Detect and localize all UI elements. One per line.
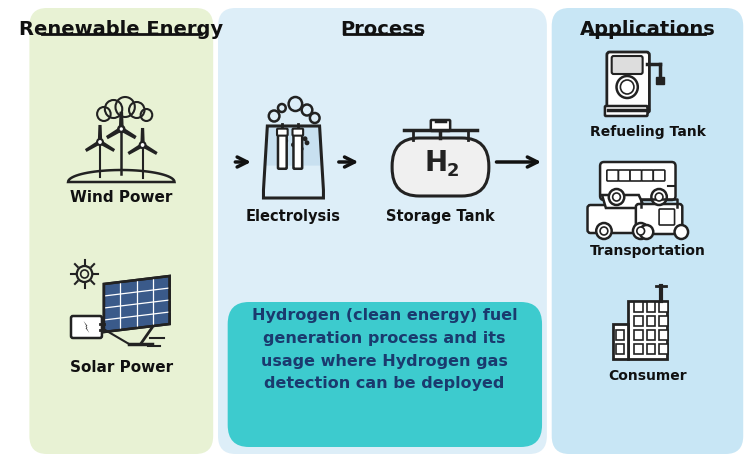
Circle shape [674, 225, 688, 239]
FancyBboxPatch shape [228, 302, 542, 447]
Polygon shape [613, 324, 628, 359]
FancyBboxPatch shape [619, 170, 630, 181]
FancyBboxPatch shape [218, 8, 547, 454]
FancyBboxPatch shape [653, 170, 665, 181]
Polygon shape [628, 301, 667, 359]
Polygon shape [646, 344, 656, 354]
Circle shape [613, 193, 620, 201]
Polygon shape [104, 276, 170, 332]
Polygon shape [646, 316, 656, 326]
Text: Transportation: Transportation [590, 244, 706, 258]
Circle shape [609, 189, 624, 205]
Text: Hydrogen (clean energy) fuel
generation process and its
usage where Hydrogen gas: Hydrogen (clean energy) fuel generation … [251, 308, 518, 391]
Polygon shape [659, 302, 668, 312]
FancyBboxPatch shape [636, 204, 682, 234]
Text: 2: 2 [447, 162, 459, 180]
Polygon shape [634, 330, 643, 340]
FancyBboxPatch shape [430, 120, 450, 131]
Circle shape [600, 227, 608, 235]
Text: Refueling Tank: Refueling Tank [590, 125, 706, 139]
Circle shape [280, 132, 284, 137]
Circle shape [637, 227, 644, 235]
Polygon shape [634, 344, 643, 354]
FancyBboxPatch shape [278, 131, 286, 169]
FancyBboxPatch shape [392, 138, 489, 196]
FancyBboxPatch shape [71, 316, 102, 338]
Polygon shape [634, 302, 643, 312]
Circle shape [297, 130, 302, 135]
Circle shape [656, 193, 663, 201]
Circle shape [298, 146, 304, 151]
Text: Consumer: Consumer [608, 369, 687, 383]
Circle shape [304, 140, 310, 146]
Polygon shape [646, 330, 656, 340]
FancyBboxPatch shape [607, 52, 650, 113]
FancyBboxPatch shape [587, 205, 656, 233]
Circle shape [616, 76, 638, 98]
Text: Electrolysis: Electrolysis [246, 209, 341, 224]
Text: Renewable Energy: Renewable Energy [20, 20, 223, 39]
FancyBboxPatch shape [600, 162, 676, 200]
Polygon shape [265, 126, 322, 165]
Circle shape [596, 223, 612, 239]
Circle shape [284, 138, 288, 143]
FancyBboxPatch shape [292, 128, 303, 136]
Text: H: H [424, 149, 447, 177]
Text: Storage Tank: Storage Tank [386, 209, 495, 224]
Circle shape [278, 144, 282, 149]
Text: Solar Power: Solar Power [70, 360, 172, 375]
Text: Process: Process [340, 20, 425, 39]
FancyBboxPatch shape [293, 131, 302, 169]
Circle shape [140, 142, 146, 148]
Text: Applications: Applications [580, 20, 716, 39]
Polygon shape [83, 321, 89, 333]
FancyBboxPatch shape [607, 170, 619, 181]
Polygon shape [602, 195, 644, 208]
Polygon shape [634, 316, 643, 326]
Polygon shape [646, 302, 656, 312]
FancyBboxPatch shape [659, 209, 674, 225]
Circle shape [118, 126, 124, 132]
FancyBboxPatch shape [29, 8, 213, 454]
FancyBboxPatch shape [612, 56, 643, 74]
FancyBboxPatch shape [642, 170, 653, 181]
Polygon shape [616, 344, 624, 354]
FancyBboxPatch shape [630, 170, 642, 181]
Circle shape [303, 136, 307, 141]
Polygon shape [656, 77, 664, 84]
Circle shape [640, 225, 653, 239]
Circle shape [651, 189, 667, 205]
Polygon shape [616, 330, 624, 340]
FancyBboxPatch shape [277, 128, 288, 136]
Polygon shape [659, 316, 668, 326]
Polygon shape [659, 344, 668, 354]
FancyBboxPatch shape [552, 8, 743, 454]
Polygon shape [659, 330, 668, 340]
FancyBboxPatch shape [605, 106, 647, 116]
Circle shape [97, 139, 103, 145]
Circle shape [633, 223, 649, 239]
Circle shape [291, 142, 296, 147]
Text: Wind Power: Wind Power [70, 190, 172, 205]
